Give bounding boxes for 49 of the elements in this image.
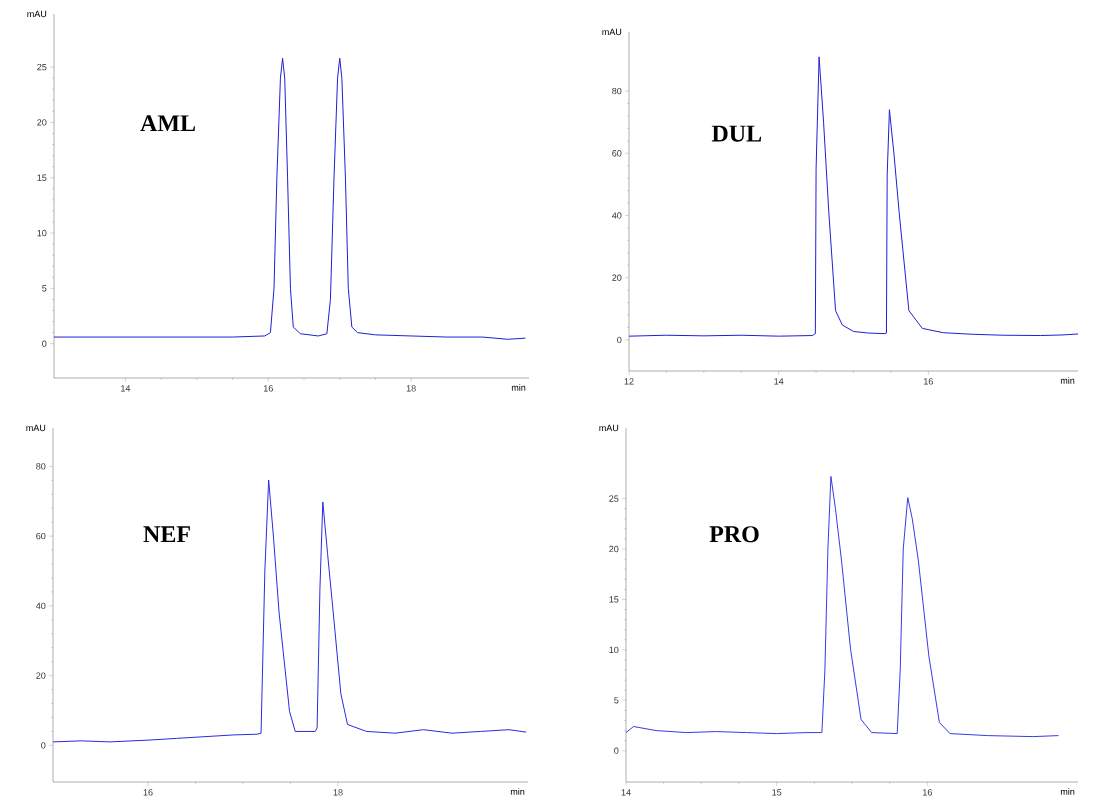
y-tick-label: 20 [36,672,46,679]
y-axis-title: mAU [26,424,46,432]
y-tick-label: 25 [609,495,619,502]
x-tick-label: 18 [406,385,416,392]
annotation: PRO [709,526,759,543]
annotation: AML [140,115,195,132]
x-axis-title: min [1060,377,1075,384]
x-tick-label: 14 [121,385,131,392]
y-axis-title: mAU [602,28,622,36]
x-tick-label: 14 [621,789,631,796]
y-axis-title: mAU [27,10,47,18]
line-series [53,57,526,340]
y-tick-label: 25 [37,63,47,71]
y-tick-label: 10 [609,646,619,654]
y-tick-label: 80 [612,87,622,95]
x-tick-label: 16 [924,378,933,385]
y-tick-label: 0 [42,340,47,347]
annotation: NEF [143,526,190,543]
y-tick-label: 15 [609,596,619,603]
x-tick-label: 16 [923,789,932,796]
x-tick-label: 14 [774,378,784,385]
y-tick-label: 60 [612,150,622,157]
y-axis-title: mAU [599,424,619,432]
x-axis-title: min [510,788,525,795]
x-tick-label: 16 [263,385,273,392]
y-tick-label: 60 [36,532,46,540]
x-axis-title: min [1060,788,1075,795]
y-tick-label: 20 [609,545,619,553]
y-tick-label: 0 [617,336,622,344]
y-tick-label: 15 [37,174,47,181]
y-tick-label: 20 [37,119,47,126]
y-tick-label: 10 [37,229,47,237]
y-tick-label: 5 [42,285,47,292]
y-tick-label: 5 [614,697,619,704]
y-tick-label: 80 [36,463,46,470]
y-tick-label: 0 [614,747,619,754]
y-tick-label: 40 [35,602,46,610]
line-series [52,479,527,743]
annotation: DUL [711,125,762,142]
x-axis-title: min [511,384,526,391]
y-tick-label: 40 [612,212,622,219]
x-tick-label: 12 [624,378,634,385]
line-series [625,475,1059,738]
x-tick-label: 15 [772,789,782,796]
y-tick-label: 20 [612,274,622,281]
y-tick-label: 0 [41,742,46,749]
x-tick-label: 16 [143,789,153,796]
line-series [628,56,1079,337]
x-tick-label: 18 [333,789,343,796]
